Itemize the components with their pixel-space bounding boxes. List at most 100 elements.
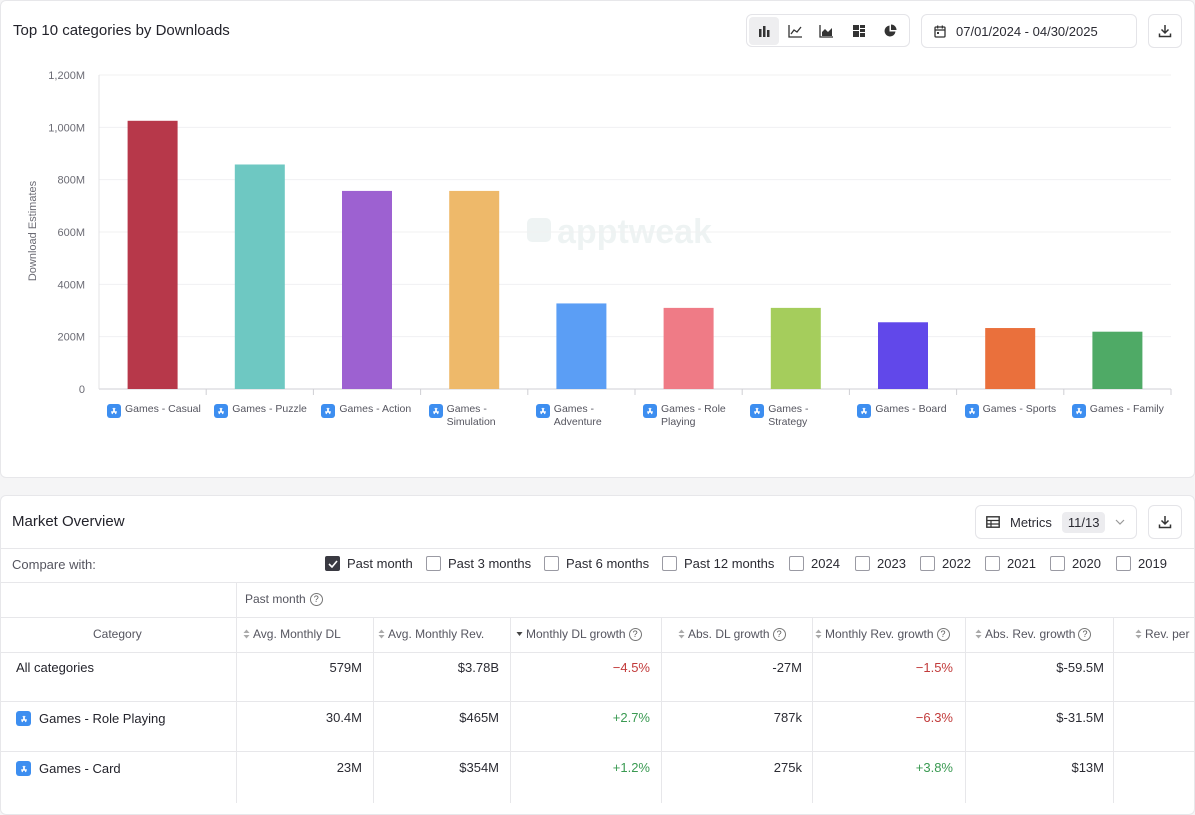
sort-desc-icon[interactable] — [516, 629, 523, 639]
app-store-icon — [16, 761, 31, 776]
x-tick-label-text: Games - Casual — [125, 403, 201, 415]
bar-games-board[interactable] — [878, 322, 928, 389]
column-header[interactable]: Avg. Monthly DL — [243, 627, 341, 641]
bar-games-simulation[interactable] — [449, 190, 500, 389]
bar-chart-button[interactable] — [749, 16, 779, 45]
compare-option[interactable]: 2020 — [1050, 556, 1101, 571]
checkbox[interactable] — [985, 556, 1000, 571]
column-header[interactable]: Abs. DL growth? — [678, 627, 786, 641]
sort-icon[interactable] — [975, 629, 982, 639]
bar-games-action[interactable] — [342, 190, 392, 389]
pie-chart-button[interactable] — [875, 17, 905, 45]
date-range-text: 07/01/2024 - 04/30/2025 — [956, 23, 1098, 39]
compare-option-label: Past 6 months — [566, 556, 650, 571]
compare-option[interactable]: 2021 — [985, 556, 1036, 571]
sort-icon[interactable] — [243, 629, 250, 639]
divider — [0, 617, 1195, 618]
table-cell: −1.5% — [915, 660, 953, 675]
metrics-selector[interactable]: Metrics 11/13 — [975, 505, 1137, 539]
bar-games-adventure[interactable] — [556, 303, 607, 389]
compare-option[interactable]: Past 3 months — [426, 556, 531, 571]
column-header-label: Abs. DL growth — [688, 627, 770, 641]
bar-games-casual[interactable] — [127, 120, 178, 390]
compare-option[interactable]: 2022 — [920, 556, 971, 571]
help-icon[interactable]: ? — [1078, 627, 1092, 641]
help-icon[interactable]: ? — [309, 592, 323, 606]
checkbox[interactable] — [789, 556, 804, 571]
bar-games-puzzle[interactable] — [234, 164, 285, 389]
help-icon[interactable]: ? — [628, 627, 642, 641]
column-header[interactable]: Monthly Rev. growth? — [815, 627, 950, 641]
table-cell: $13M — [1071, 760, 1104, 775]
table-cell: 30.4M — [325, 710, 362, 725]
column-header-label: Monthly Rev. growth — [825, 627, 934, 641]
bar-games-role-playing[interactable] — [663, 307, 714, 389]
checkbox[interactable] — [325, 556, 340, 571]
app-store-icon — [428, 404, 443, 418]
date-range-picker[interactable]: 07/01/2024 - 04/30/2025 — [921, 14, 1137, 48]
column-header[interactable]: Rev. per — [1135, 627, 1189, 641]
x-tick-label-text: Games - Action — [339, 403, 412, 415]
sort-icon[interactable] — [378, 629, 385, 639]
y-tick-label: 200M — [57, 332, 85, 344]
sort-icon[interactable] — [678, 629, 685, 639]
sort-icon[interactable] — [815, 629, 822, 639]
checkbox[interactable] — [426, 556, 441, 571]
checkbox[interactable] — [662, 556, 677, 571]
column-header[interactable]: Category — [93, 627, 142, 641]
table-cell: +3.8% — [915, 760, 953, 775]
app-store-icon — [16, 711, 31, 726]
category-name: Games - Role Playing — [39, 710, 166, 726]
checkbox[interactable] — [544, 556, 559, 571]
help-icon[interactable]: ? — [772, 627, 786, 641]
metrics-count-badge: 11/13 — [1061, 511, 1106, 533]
column-header[interactable]: Monthly DL growth? — [516, 627, 642, 641]
bar-games-sports[interactable] — [985, 328, 1036, 389]
compare-option[interactable]: Past 12 months — [662, 556, 774, 571]
column-header-label: Abs. Rev. growth — [985, 627, 1076, 641]
sort-icon[interactable] — [1135, 629, 1142, 639]
table-download-button[interactable] — [1148, 505, 1182, 539]
chart-download-button[interactable] — [1148, 14, 1182, 48]
x-tick-label: Games - Adventure — [535, 403, 635, 429]
line-chart-icon — [788, 24, 802, 38]
column-header[interactable]: Avg. Monthly Rev. — [378, 627, 484, 641]
column-header[interactable]: Abs. Rev. growth? — [975, 627, 1092, 641]
compare-option-label: 2024 — [811, 556, 840, 571]
column-header-label: Avg. Monthly DL — [253, 627, 341, 641]
y-tick-label: 1,200M — [48, 70, 85, 82]
divider — [0, 582, 1195, 583]
compare-option[interactable]: 2024 — [789, 556, 840, 571]
x-tick-label-text: Games - Board — [875, 403, 947, 415]
table-row-category[interactable]: Games - Card — [16, 760, 121, 776]
table-cell: $-31.5M — [1056, 710, 1104, 725]
app-store-icon — [214, 404, 229, 418]
help-icon[interactable]: ? — [936, 627, 950, 641]
area-chart-button[interactable] — [812, 17, 842, 45]
table-cell: -27M — [772, 660, 802, 675]
market-overview-card: Market Overview Metrics 11/13 — [0, 495, 1195, 815]
compare-option[interactable]: Past month — [325, 556, 413, 571]
y-axis-label: Download Estimates — [27, 180, 39, 281]
compare-option-label: 2023 — [877, 556, 906, 571]
category-name: All categories — [16, 660, 95, 675]
x-tick-label: Games - Casual — [107, 403, 206, 418]
bar-games-strategy[interactable] — [770, 307, 821, 389]
compare-option[interactable]: 2023 — [855, 556, 906, 571]
x-tick-label: Games - Puzzle — [214, 403, 313, 418]
checkbox[interactable] — [1050, 556, 1065, 571]
app-store-icon — [750, 404, 765, 418]
compare-option[interactable]: Past 6 months — [544, 556, 649, 571]
table-row-category[interactable]: Games - Role Playing — [16, 710, 165, 726]
checkbox[interactable] — [1116, 556, 1131, 571]
checkbox[interactable] — [855, 556, 870, 571]
table-cell: 579M — [329, 660, 362, 675]
compare-option[interactable]: 2019 — [1116, 556, 1167, 571]
line-chart-button[interactable] — [781, 17, 811, 45]
divider — [0, 751, 1195, 752]
bar-games-family[interactable] — [1092, 331, 1143, 389]
checkbox[interactable] — [920, 556, 935, 571]
treemap-button[interactable] — [844, 17, 874, 45]
download-icon — [1158, 516, 1172, 529]
table-row-category[interactable]: All categories — [16, 660, 94, 675]
